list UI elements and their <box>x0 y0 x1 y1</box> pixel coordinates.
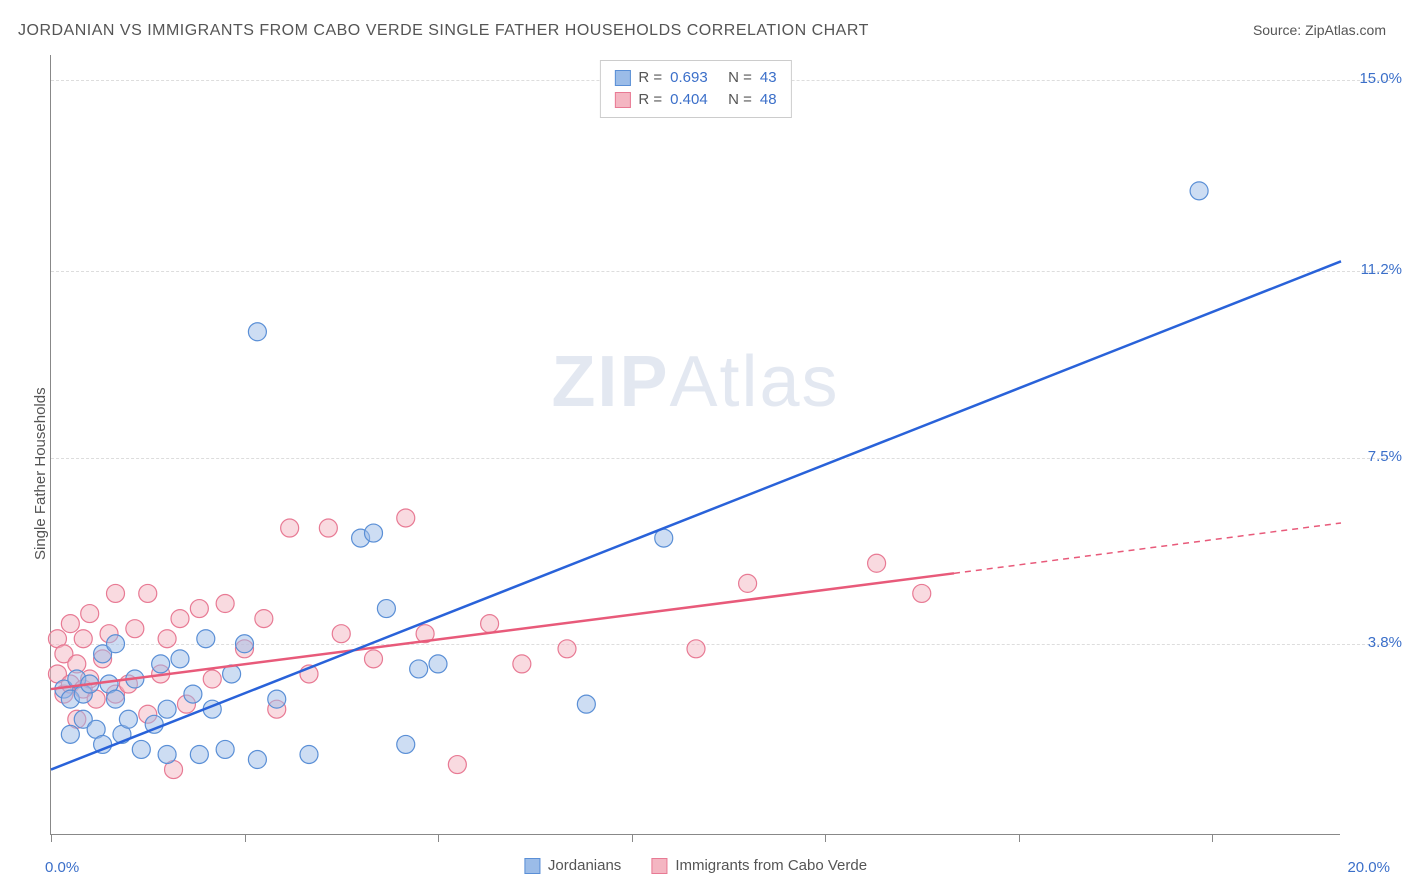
series2-name: Immigrants from Cabo Verde <box>675 857 867 874</box>
r-value-1: 0.693 <box>670 67 720 89</box>
x-tick <box>1212 834 1213 842</box>
legend-row-series2: R = 0.404 N = 48 <box>614 89 776 111</box>
x-tick <box>245 834 246 842</box>
source-label: Source: ZipAtlas.com <box>1253 22 1386 38</box>
x-tick <box>1019 834 1020 842</box>
y-tick-label: 15.0% <box>1359 70 1402 87</box>
x-axis-max: 20.0% <box>1347 859 1390 876</box>
x-tick <box>438 834 439 842</box>
legend-item-1: Jordanians <box>524 857 621 874</box>
x-axis-min: 0.0% <box>45 859 79 876</box>
y-tick-label: 7.5% <box>1368 448 1402 465</box>
swatch-series1 <box>614 70 630 86</box>
swatch-series1-bottom <box>524 858 540 874</box>
y-tick-label: 11.2% <box>1361 261 1402 278</box>
series-legend: Jordanians Immigrants from Cabo Verde <box>524 857 867 874</box>
correlation-legend: R = 0.693 N = 43 R = 0.404 N = 48 <box>599 60 791 118</box>
chart-title: JORDANIAN VS IMMIGRANTS FROM CABO VERDE … <box>18 22 869 40</box>
legend-item-2: Immigrants from Cabo Verde <box>651 857 867 874</box>
swatch-series2 <box>614 92 630 108</box>
chart-container: JORDANIAN VS IMMIGRANTS FROM CABO VERDE … <box>0 0 1406 892</box>
scatter-plot-svg <box>51 55 1340 834</box>
legend-row-series1: R = 0.693 N = 43 <box>614 67 776 89</box>
series1-name: Jordanians <box>548 857 621 874</box>
y-tick-label: 3.8% <box>1368 634 1402 651</box>
swatch-series2-bottom <box>651 858 667 874</box>
y-axis-title: Single Father Households <box>32 387 49 560</box>
n-value-2: 48 <box>760 89 777 111</box>
n-value-1: 43 <box>760 67 777 89</box>
x-tick <box>51 834 52 842</box>
x-tick <box>825 834 826 842</box>
x-tick <box>632 834 633 842</box>
r-value-2: 0.404 <box>670 89 720 111</box>
plot-area: ZIPAtlas 3.8%7.5%11.2%15.0% R = 0.693 N … <box>50 55 1340 835</box>
